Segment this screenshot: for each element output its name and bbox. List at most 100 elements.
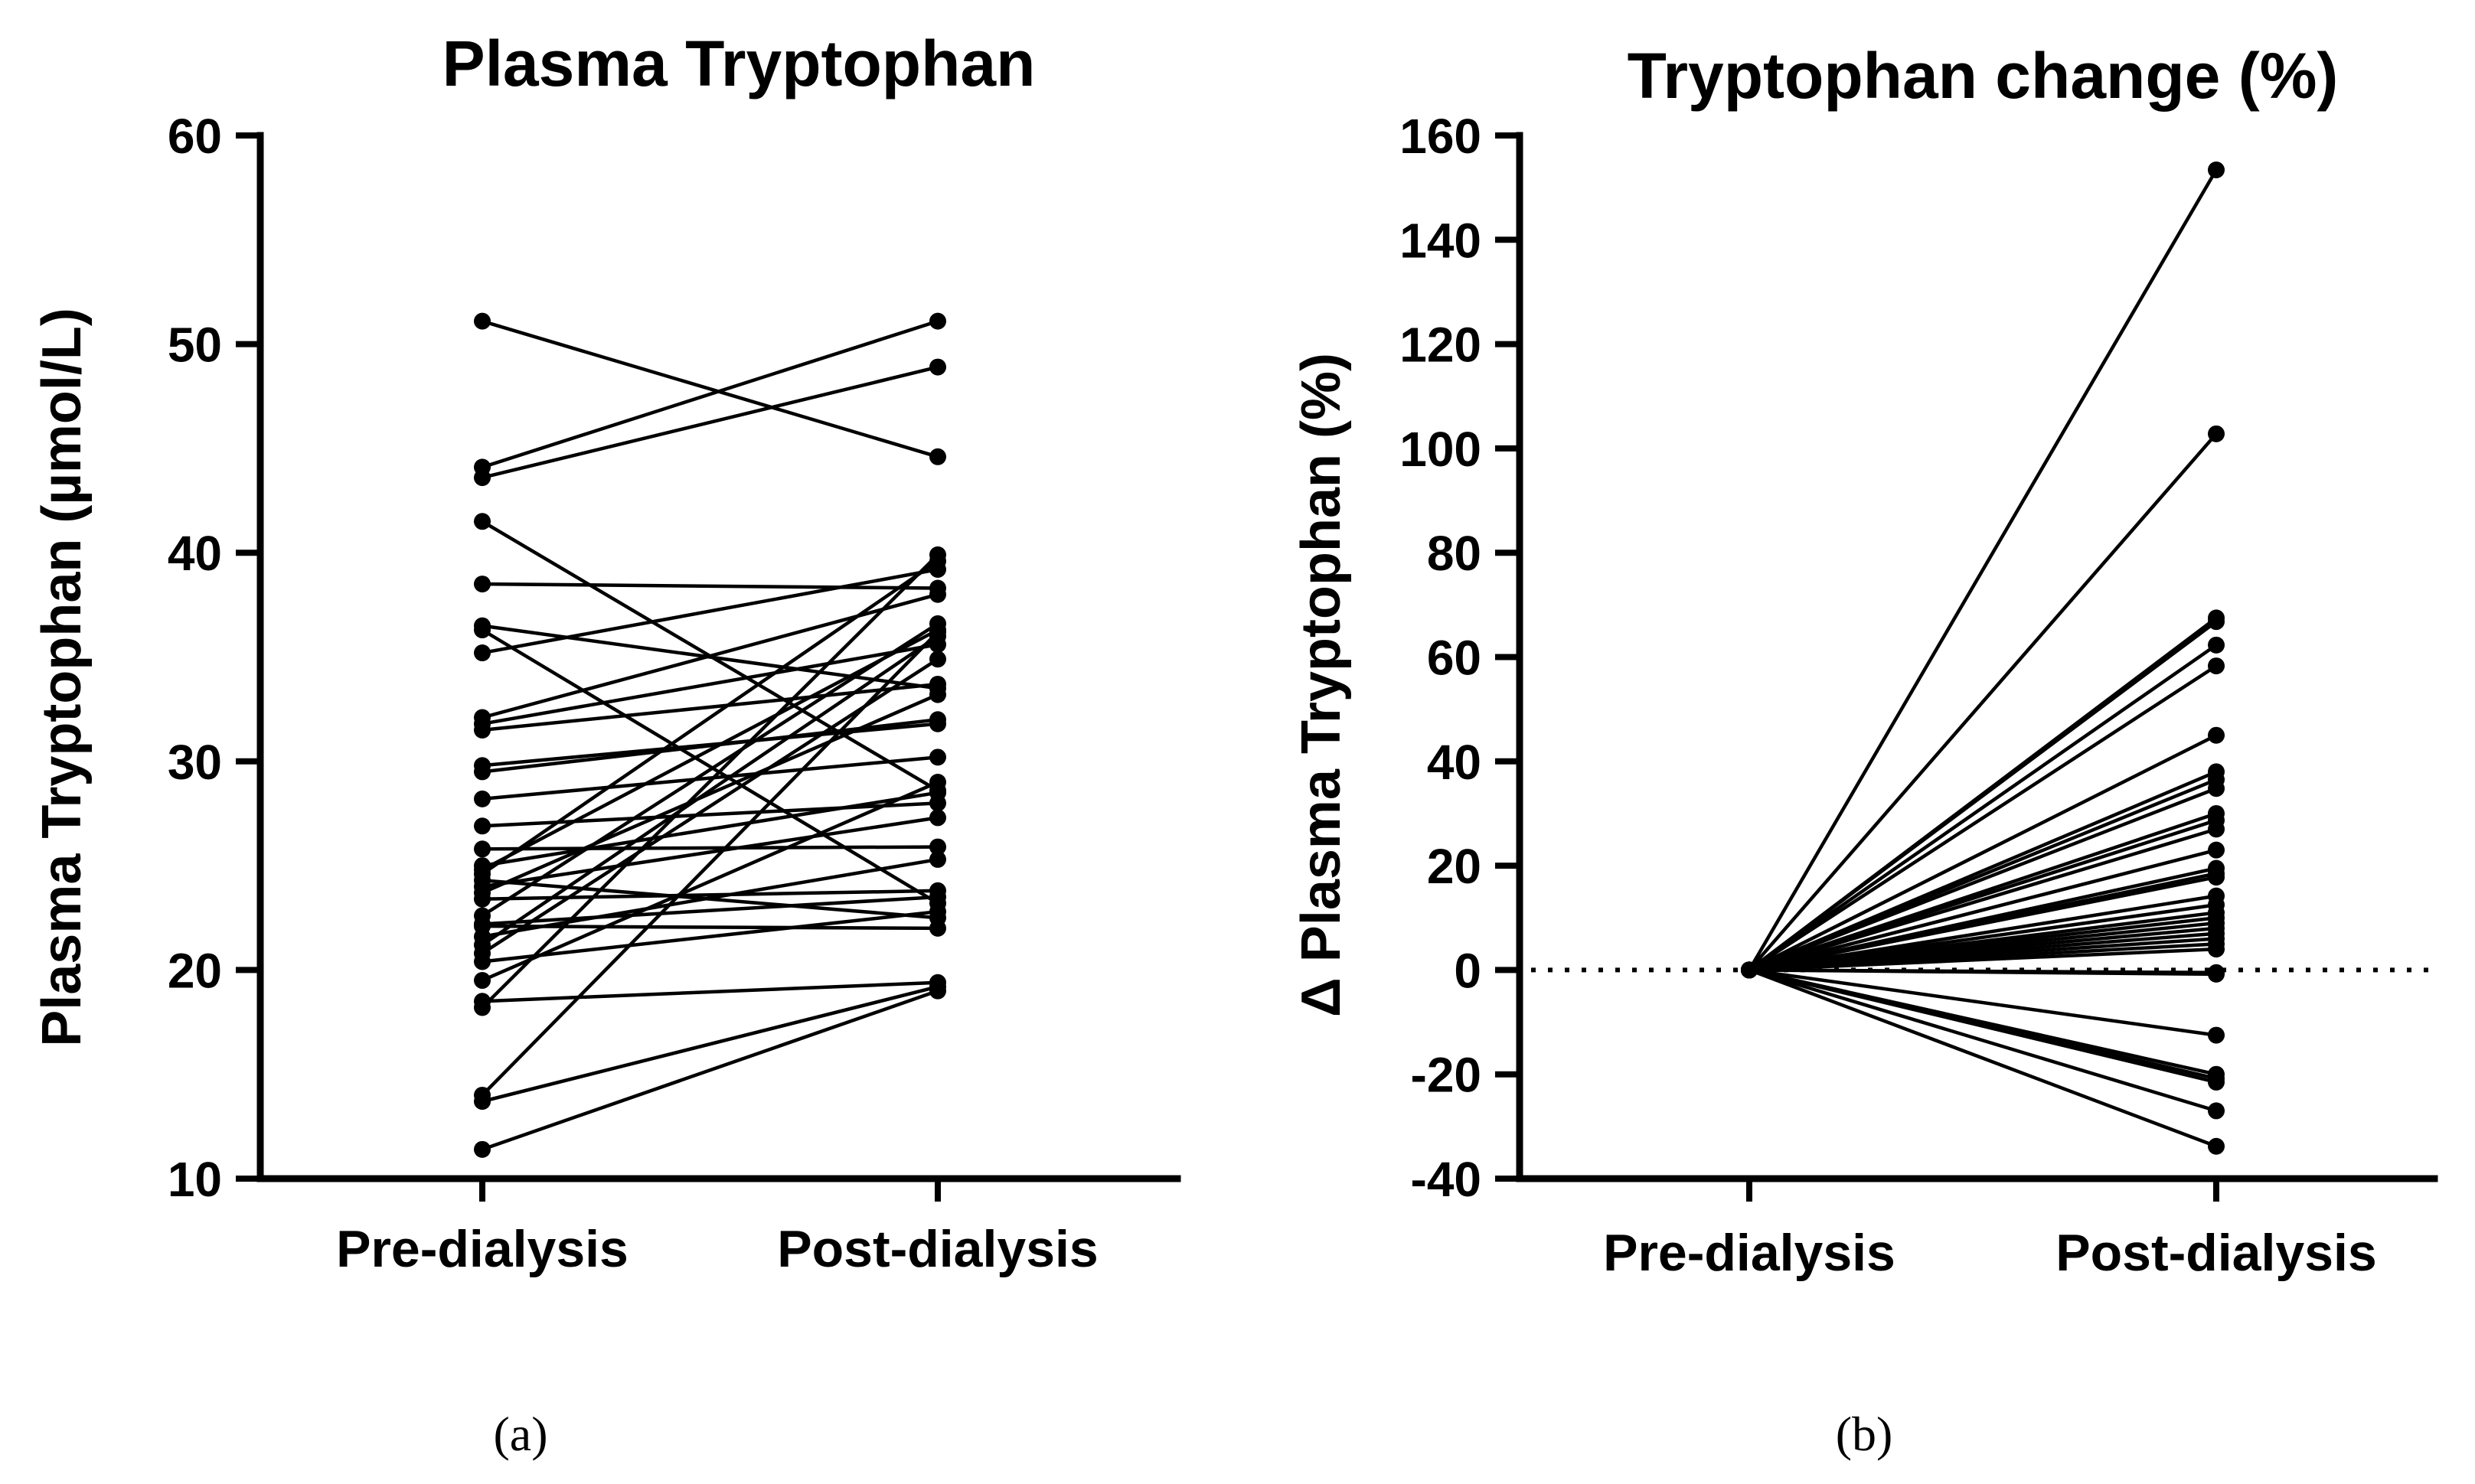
panel-b-chart: Tryptophan change (%) Δ Plasma Tryptopha… — [1291, 40, 2438, 1461]
panel-a-pre-point-0 — [474, 312, 491, 330]
panel-a-post-point-12 — [929, 711, 946, 729]
panel-a-subject-line-22 — [482, 889, 939, 901]
panel-b-title: Tryptophan change (%) — [1628, 40, 2339, 112]
panel-a-post-point-25 — [929, 919, 946, 937]
panel-b-subject-line-3 — [1748, 620, 2218, 972]
panel-b-subject-line-12 — [1748, 827, 2217, 972]
panel-a-post-point-35 — [929, 982, 946, 1000]
panel-a-subject-line-30 — [482, 780, 939, 983]
panel-a-lines — [481, 319, 939, 1151]
panel-a-pre-point-4 — [474, 576, 491, 593]
panel-a-subject-line-21 — [482, 693, 939, 895]
panel-b-y-axis-label: Δ Plasma Tryptophan (%) — [1291, 353, 1352, 1017]
panel-a-pre-point-13 — [474, 790, 491, 807]
panel-a-post-point-29 — [929, 903, 946, 921]
panel-b-subject-line-13 — [1748, 848, 2217, 972]
panel-a-subject-line-0 — [482, 319, 939, 458]
panel-a-y-tick-label-1: 20 — [168, 943, 222, 998]
panel-a-subject-line-23 — [481, 621, 939, 918]
panel-a-x-label-pre: Pre-dialysis — [336, 1220, 629, 1278]
panel-a-post-point-30 — [929, 774, 946, 791]
panel-b-points — [1741, 161, 2225, 1155]
panel-a-y-tick-label-5: 60 — [168, 109, 222, 164]
panel-b-subject-line-28 — [1748, 968, 2217, 977]
panel-b-subject-line-34 — [1748, 968, 2217, 1148]
panel-a-subject-line-35 — [482, 989, 939, 1151]
panel-a-post-point-26 — [929, 850, 946, 868]
panel-b-lines — [1748, 168, 2218, 1148]
panel-a-subject-line-9 — [482, 642, 939, 726]
panel-b-post-point-33 — [2208, 1102, 2225, 1120]
panel-a-post-point-32 — [929, 546, 946, 563]
panel-b-subject-line-29 — [1748, 968, 2217, 1037]
panel-b-pre-point-34 — [1741, 961, 1758, 979]
panel-b-post-point-29 — [2208, 1026, 2225, 1044]
panel-b-post-point-13 — [2208, 841, 2225, 859]
panel-a-post-point-15 — [929, 838, 946, 856]
panel-a-subject-line-18 — [481, 559, 939, 876]
panel-a-points — [474, 312, 946, 1158]
panel-a-subject-line-13 — [482, 755, 939, 801]
panel-a-subject-line-32 — [481, 553, 939, 1009]
panel-a-pre-point-35 — [474, 1140, 491, 1158]
panel-b-post-point-12 — [2208, 820, 2225, 838]
panel-a-subject-line-31 — [482, 980, 939, 1003]
panel-a-subject-line-17 — [481, 628, 939, 872]
panel-b-post-point-9 — [2208, 780, 2225, 797]
panel-b-subject-line-0 — [1748, 168, 2218, 971]
panel-a-y-tick-label-3: 40 — [168, 526, 222, 581]
panel-a-y-tick-label-2: 30 — [168, 735, 222, 790]
panel-b-y-tick-label-6: 80 — [1427, 526, 1481, 581]
panel-a-pre-point-12 — [474, 763, 491, 781]
panel-a-subject-line-1 — [482, 319, 939, 469]
panel-a-pre-point-22 — [474, 890, 491, 908]
panel-a-pre-point-7 — [474, 644, 491, 662]
panel-a-pre-point-6 — [474, 621, 491, 639]
panel-a-subject-line-26 — [482, 857, 939, 939]
panel-b-subject-line-5 — [1748, 664, 2218, 972]
panel-a-post-point-1 — [929, 312, 946, 330]
panel-b-post-point-32 — [2208, 1073, 2225, 1091]
panel-a-pre-point-10 — [474, 721, 491, 739]
panel-b-y-tick-label-5: 60 — [1427, 631, 1481, 686]
panel-b-x-label-post: Post-dialysis — [2055, 1224, 2377, 1282]
panel-a-post-point-2 — [929, 358, 946, 376]
panel-b-y-tick-label-1: -20 — [1411, 1048, 1482, 1103]
panel-a-post-point-0 — [929, 448, 946, 465]
panel-a-subject-line-20 — [482, 816, 939, 889]
panel-b-subject-line-32 — [1748, 968, 2217, 1084]
panel-a-post-point-8 — [929, 585, 946, 603]
panel-a-subject-line-27 — [481, 634, 939, 947]
panel-a-subject-line-24 — [482, 895, 939, 926]
panel-b-y-tick-label-2: 0 — [1454, 943, 1481, 998]
panel-a-subject-line-25 — [482, 924, 939, 931]
panel-b-post-point-4 — [2208, 636, 2225, 654]
panel-a-pre-point-30 — [474, 972, 491, 990]
panel-a-post-point-20 — [929, 809, 946, 827]
panel-a-pre-point-15 — [474, 840, 491, 858]
panel-b-post-point-6 — [2208, 726, 2225, 744]
panel-a-chart: Plasma Tryptophan Plasma Tryptophan (µmo… — [31, 28, 1181, 1461]
panel-a-subject-line-7 — [482, 567, 939, 655]
panel-b-y-tick-label-4: 40 — [1427, 735, 1481, 790]
panel-b-y-tick-label-10: 160 — [1399, 109, 1481, 164]
panel-b-y-tick-label-3: 20 — [1427, 839, 1481, 894]
panel-a-pre-point-32 — [474, 999, 491, 1016]
panel-a-caption: (a) — [493, 1407, 547, 1461]
panel-a-pre-point-14 — [474, 817, 491, 835]
panel-a-post-point-21 — [929, 686, 946, 703]
panel-a-post-point-28 — [929, 651, 946, 668]
panel-b-x-label-pre: Pre-dialysis — [1603, 1224, 1895, 1282]
panel-a-subject-line-29 — [482, 909, 939, 964]
panel-b-post-point-26 — [2208, 941, 2225, 958]
panel-a-subject-line-2 — [482, 365, 939, 480]
panel-b-subject-line-1 — [1748, 432, 2218, 971]
panel-a-post-point-33 — [929, 623, 946, 641]
panel-b-subject-line-9 — [1748, 787, 2217, 972]
panel-b-subject-line-26 — [1748, 947, 2217, 972]
panel-b-post-point-34 — [2208, 1137, 2225, 1155]
panel-a-y-axis-label: Plasma Tryptophan (µmol/L) — [31, 308, 93, 1047]
panel-b-post-point-1 — [2208, 425, 2225, 442]
panel-a-subject-line-10 — [482, 682, 939, 732]
